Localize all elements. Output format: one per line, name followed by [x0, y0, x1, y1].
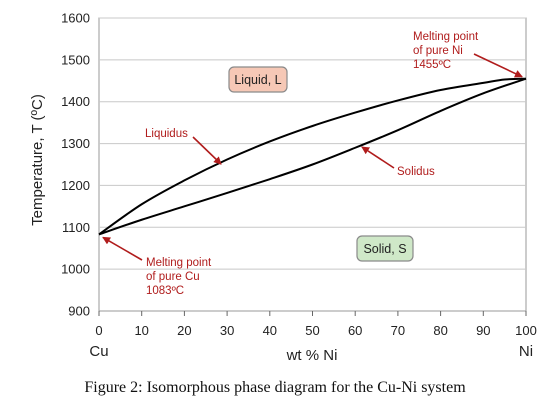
arrow-ni-melting-point	[473, 53, 523, 78]
x-tick-label: 40	[263, 323, 277, 338]
ni-melting-point-line3: 1455ºC	[413, 59, 451, 71]
cu-melting-point-line2: of pure Cu	[146, 271, 200, 283]
x-tick-labels: 0 10 20 30 40 50 60 70 80 90 100	[95, 311, 537, 338]
liquid-region-box	[228, 66, 288, 93]
ni-melting-point-line2: of pure Ni	[413, 45, 463, 57]
x-tick-label: 80	[433, 323, 447, 338]
arrow-solidus	[361, 146, 395, 169]
ni-melting-point-line1: Melting point	[413, 31, 479, 43]
arrow-cu-melting-point	[102, 236, 143, 261]
x-tick-label: 20	[177, 323, 191, 338]
solidus-label: Solidus	[397, 166, 435, 178]
x-tick-label: 30	[220, 323, 234, 338]
liquid-region-label: Liquid, L	[234, 73, 281, 87]
x-tick-label: 100	[515, 323, 537, 338]
x-tick-label: 0	[95, 323, 102, 338]
y-axis-title: Temperature, T (ºC)	[29, 94, 46, 226]
x-end-label-cu: Cu	[89, 343, 108, 360]
liquidus-label: Liquidus	[145, 128, 188, 140]
x-tick-label: 60	[348, 323, 362, 338]
liquidus-curve	[98, 77, 527, 236]
y-tick-label: 1300	[61, 136, 90, 151]
x-tick-label: 90	[476, 323, 490, 338]
arrow-liquidus	[192, 136, 222, 165]
solidus-curve	[98, 77, 527, 236]
grid-lines	[99, 17, 526, 270]
y-tick-label: 1200	[61, 178, 90, 193]
solid-region-box	[356, 235, 414, 262]
x-tick-label: 10	[134, 323, 148, 338]
x-tick-label: 50	[305, 323, 319, 338]
x-axis-title: wt % Ni	[286, 347, 338, 364]
y-tick-label: 1500	[61, 52, 90, 67]
y-tick-label: 1100	[62, 220, 90, 235]
y-tick-labels: 900 1000 1100 1200 1300 1400 1500 1600	[61, 11, 90, 319]
y-tick-label: 1400	[61, 94, 90, 109]
x-tick-label: 70	[391, 323, 405, 338]
cu-melting-point-line3: 1083ºC	[146, 285, 184, 297]
x-end-label-ni: Ni	[519, 343, 533, 360]
phase-diagram-chart: 900 1000 1100 1200 1300 1400 1500 1600 0 10 20 30 4…	[29, 11, 537, 365]
y-tick-label: 1000	[61, 262, 90, 277]
y-tick-label: 900	[68, 304, 90, 319]
cu-melting-point-line1: Melting point	[146, 257, 212, 269]
y-tick-label: 1600	[61, 11, 90, 26]
solid-region-label: Solid, S	[363, 242, 406, 256]
phase-curves	[98, 77, 527, 236]
annotation-arrows	[102, 53, 523, 261]
figure-caption: Figure 2: Isomorphous phase diagram for …	[84, 379, 466, 396]
